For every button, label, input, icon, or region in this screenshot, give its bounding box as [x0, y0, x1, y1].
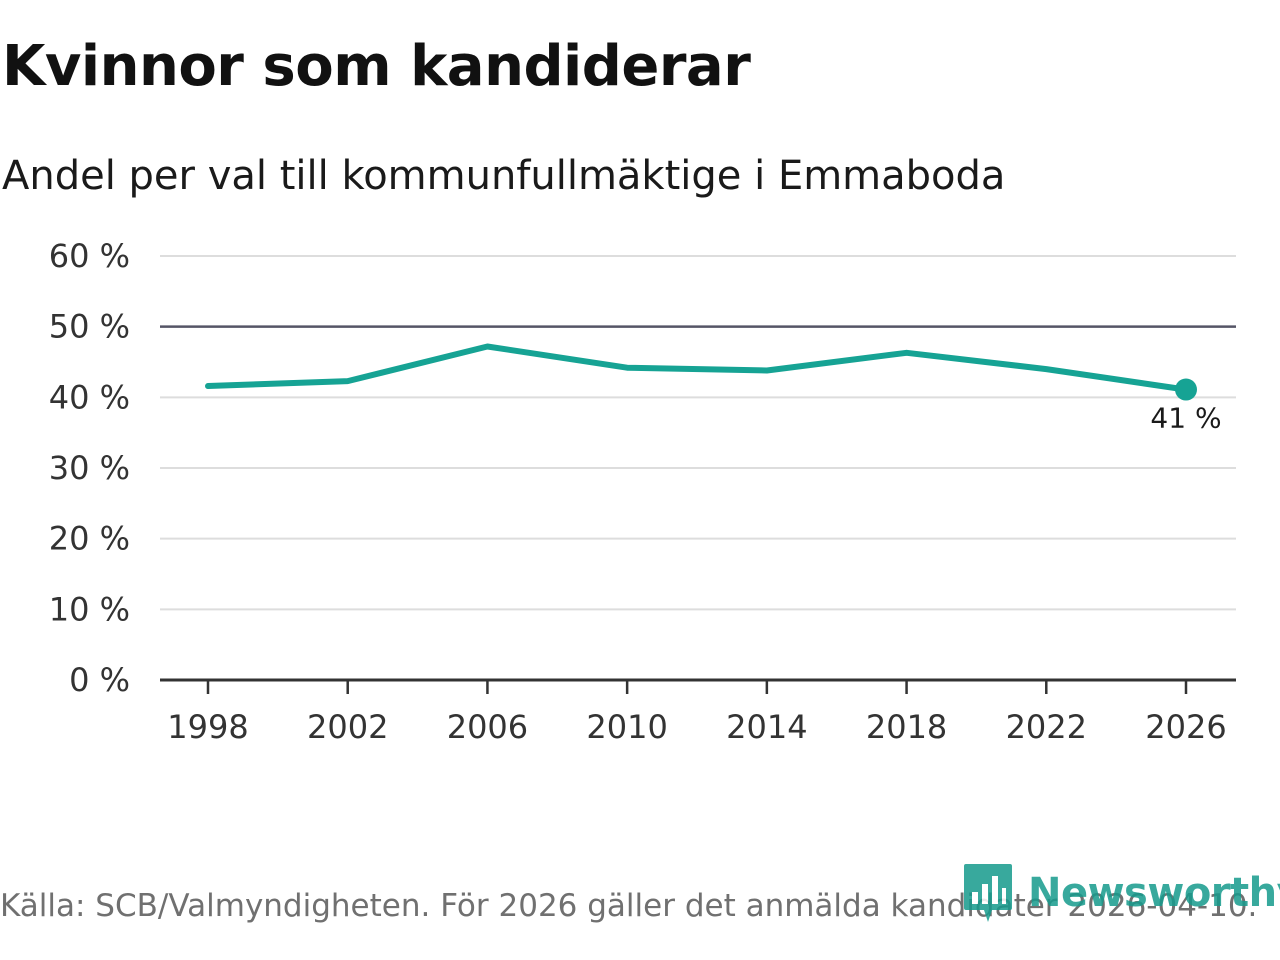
y-tick-label: 50 % — [49, 308, 130, 346]
y-tick-label: 40 % — [49, 378, 130, 416]
x-tick-label: 2026 — [1145, 708, 1226, 746]
series-line — [205, 343, 1189, 393]
data-labels: 41 % — [1150, 402, 1221, 435]
newsworthy-logo: Newsworthy — [962, 862, 1280, 924]
x-tick-label: 2002 — [307, 708, 388, 746]
series — [205, 343, 1197, 401]
chart-subtitle: Andel per val till kommunfullmäktige i E… — [2, 153, 1006, 199]
source-note: Källa: SCB/Valmyndigheten. För 2026 gäll… — [0, 888, 1258, 924]
x-axis-ticks: 1998 2002 2006 2010 2014 2018 2022 2026 — [167, 680, 1227, 746]
y-tick-label: 10 % — [49, 590, 130, 628]
last-point-marker — [1175, 378, 1197, 401]
grid-lines — [160, 255, 1236, 682]
x-tick-label: 1998 — [167, 708, 248, 746]
y-tick-label: 30 % — [49, 449, 130, 487]
x-tick-label: 2018 — [866, 708, 947, 746]
y-tick-label: 0 % — [69, 661, 130, 699]
x-tick-label: 2014 — [726, 708, 807, 746]
y-axis-ticks: 0 % 10 % 20 % 30 % 40 % 50 % 60 % — [49, 237, 130, 699]
x-tick-label: 2006 — [447, 708, 528, 746]
y-tick-label: 60 % — [49, 237, 130, 275]
x-tick-label: 2010 — [586, 708, 667, 746]
chart-title: Kvinnor som kandiderar — [2, 34, 751, 99]
logo-text: Newsworthy — [1028, 870, 1280, 916]
bar-chart-icon — [964, 864, 1012, 922]
x-tick-label: 2022 — [1006, 708, 1087, 746]
last-point-label: 41 % — [1150, 402, 1221, 435]
y-tick-label: 20 % — [49, 520, 130, 558]
